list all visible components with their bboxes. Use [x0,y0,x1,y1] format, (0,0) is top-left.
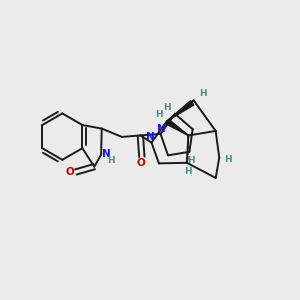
Text: H: H [155,110,163,119]
Text: H: H [184,167,191,176]
Text: H: H [199,89,206,98]
Text: N: N [101,148,110,159]
Text: N: N [146,132,155,142]
Text: N: N [157,124,166,134]
Text: O: O [136,158,145,168]
Polygon shape [166,119,188,135]
Polygon shape [167,100,194,121]
Text: O: O [65,167,74,177]
Text: H: H [163,103,171,112]
Text: H: H [188,156,195,165]
Text: H: H [107,156,114,165]
Text: H: H [224,155,232,164]
